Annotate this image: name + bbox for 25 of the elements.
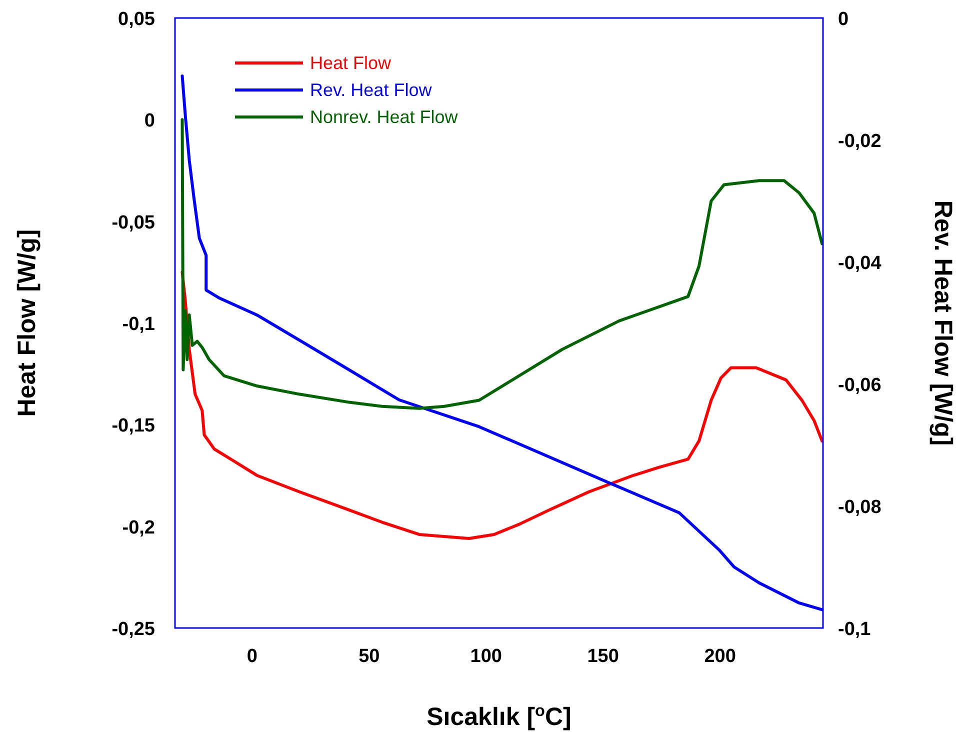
x-tick-label: 100 [470, 646, 502, 667]
y-tick-label: -0,05 [112, 212, 156, 234]
y2-tick-label: -0,02 [838, 131, 882, 152]
y-axis-title: Heat Flow [W/g] [13, 229, 41, 417]
legend-label: Rev. Heat Flow [310, 80, 433, 100]
y-tick-label: 0,05 [118, 9, 156, 30]
y2-tick-label: -0,04 [838, 253, 882, 274]
y2-tick-label: 0 [838, 9, 849, 30]
x-tick-label: 0 [246, 646, 258, 667]
y2-tick-label: -0,06 [838, 375, 882, 396]
y-tick-label: -0,25 [112, 619, 156, 640]
x-tick-label: 200 [704, 646, 736, 667]
y2-tick-label: -0,08 [838, 497, 882, 518]
y-tick-label: -0,15 [112, 416, 156, 437]
legend-label: Nonrev. Heat Flow [310, 107, 459, 127]
y-tick-label: -0,1 [122, 314, 156, 335]
x-axis-title: Sıcaklık [$^{o}$C] [426, 702, 572, 731]
y-tick-label: 0 [144, 110, 155, 132]
x-tick-label: 50 [358, 646, 380, 667]
legend-label: Heat Flow [310, 53, 392, 73]
y2-tick-label: -0,1 [838, 619, 872, 640]
x-tick-label: 150 [587, 646, 619, 667]
line-series [180, 270, 823, 540]
y-tick-label: -0,2 [122, 517, 155, 538]
y2-axis-title: Rev. Heat Flow [W/g] [929, 200, 957, 446]
